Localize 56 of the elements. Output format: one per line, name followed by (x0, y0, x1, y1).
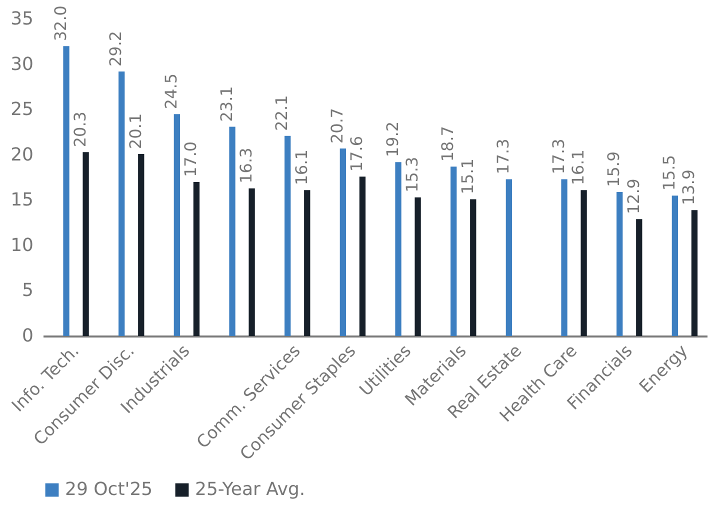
y-tick-label: 5 (22, 280, 34, 302)
data-label: 17.3 (548, 138, 568, 174)
data-label: 15.1 (458, 158, 477, 194)
y-tick-label: 20 (10, 144, 34, 166)
bar (470, 199, 476, 336)
bar (506, 179, 512, 336)
data-label: 16.3 (236, 148, 256, 184)
bar (284, 136, 291, 336)
bar (248, 188, 255, 336)
bar (340, 148, 346, 336)
data-label: 22.1 (272, 95, 292, 131)
bar (395, 162, 402, 336)
bar (174, 114, 180, 336)
bar (304, 190, 310, 336)
y-tick-label: 15 (10, 190, 34, 211)
data-label: 17.0 (181, 141, 200, 178)
data-label: 20.7 (328, 108, 347, 144)
y-tick-label: 30 (10, 54, 34, 75)
y-tick-label: 0 (22, 326, 34, 346)
bar (229, 126, 236, 336)
data-label: 16.1 (568, 150, 588, 186)
data-label: 13.9 (679, 169, 698, 206)
data-label: 23.1 (216, 86, 236, 122)
legend-label: 25-Year Avg. (195, 479, 306, 500)
bar (193, 182, 200, 336)
data-label: 18.7 (438, 126, 458, 162)
bar (414, 197, 421, 336)
data-label: 20.1 (126, 113, 145, 149)
bar (672, 196, 678, 336)
legend-label: 29 Oct'25 (65, 479, 153, 500)
data-label: 15.9 (604, 151, 624, 187)
data-label: 15.3 (402, 156, 422, 192)
y-tick-label: 35 (10, 8, 34, 30)
bar (63, 46, 70, 336)
bar (450, 166, 457, 336)
y-tick-label: 25 (10, 99, 34, 120)
bar (118, 72, 125, 336)
bar (359, 176, 366, 336)
data-label: 17.6 (347, 136, 366, 172)
bar (82, 152, 89, 336)
bar (580, 190, 587, 336)
data-label: 16.1 (292, 150, 311, 186)
data-label: 15.5 (660, 154, 679, 191)
bar (616, 192, 623, 336)
bar (636, 219, 642, 336)
data-label: 12.9 (624, 178, 643, 214)
data-label: 29.2 (106, 30, 126, 67)
data-label: 17.3 (494, 138, 513, 174)
bar (138, 154, 144, 336)
data-label: 32.0 (50, 6, 70, 42)
data-label: 20.3 (70, 112, 90, 148)
bar (561, 179, 568, 336)
y-tick-label: 10 (10, 234, 34, 256)
data-label: 19.2 (382, 121, 402, 158)
data-label: 24.5 (162, 73, 181, 110)
bar (691, 210, 698, 336)
